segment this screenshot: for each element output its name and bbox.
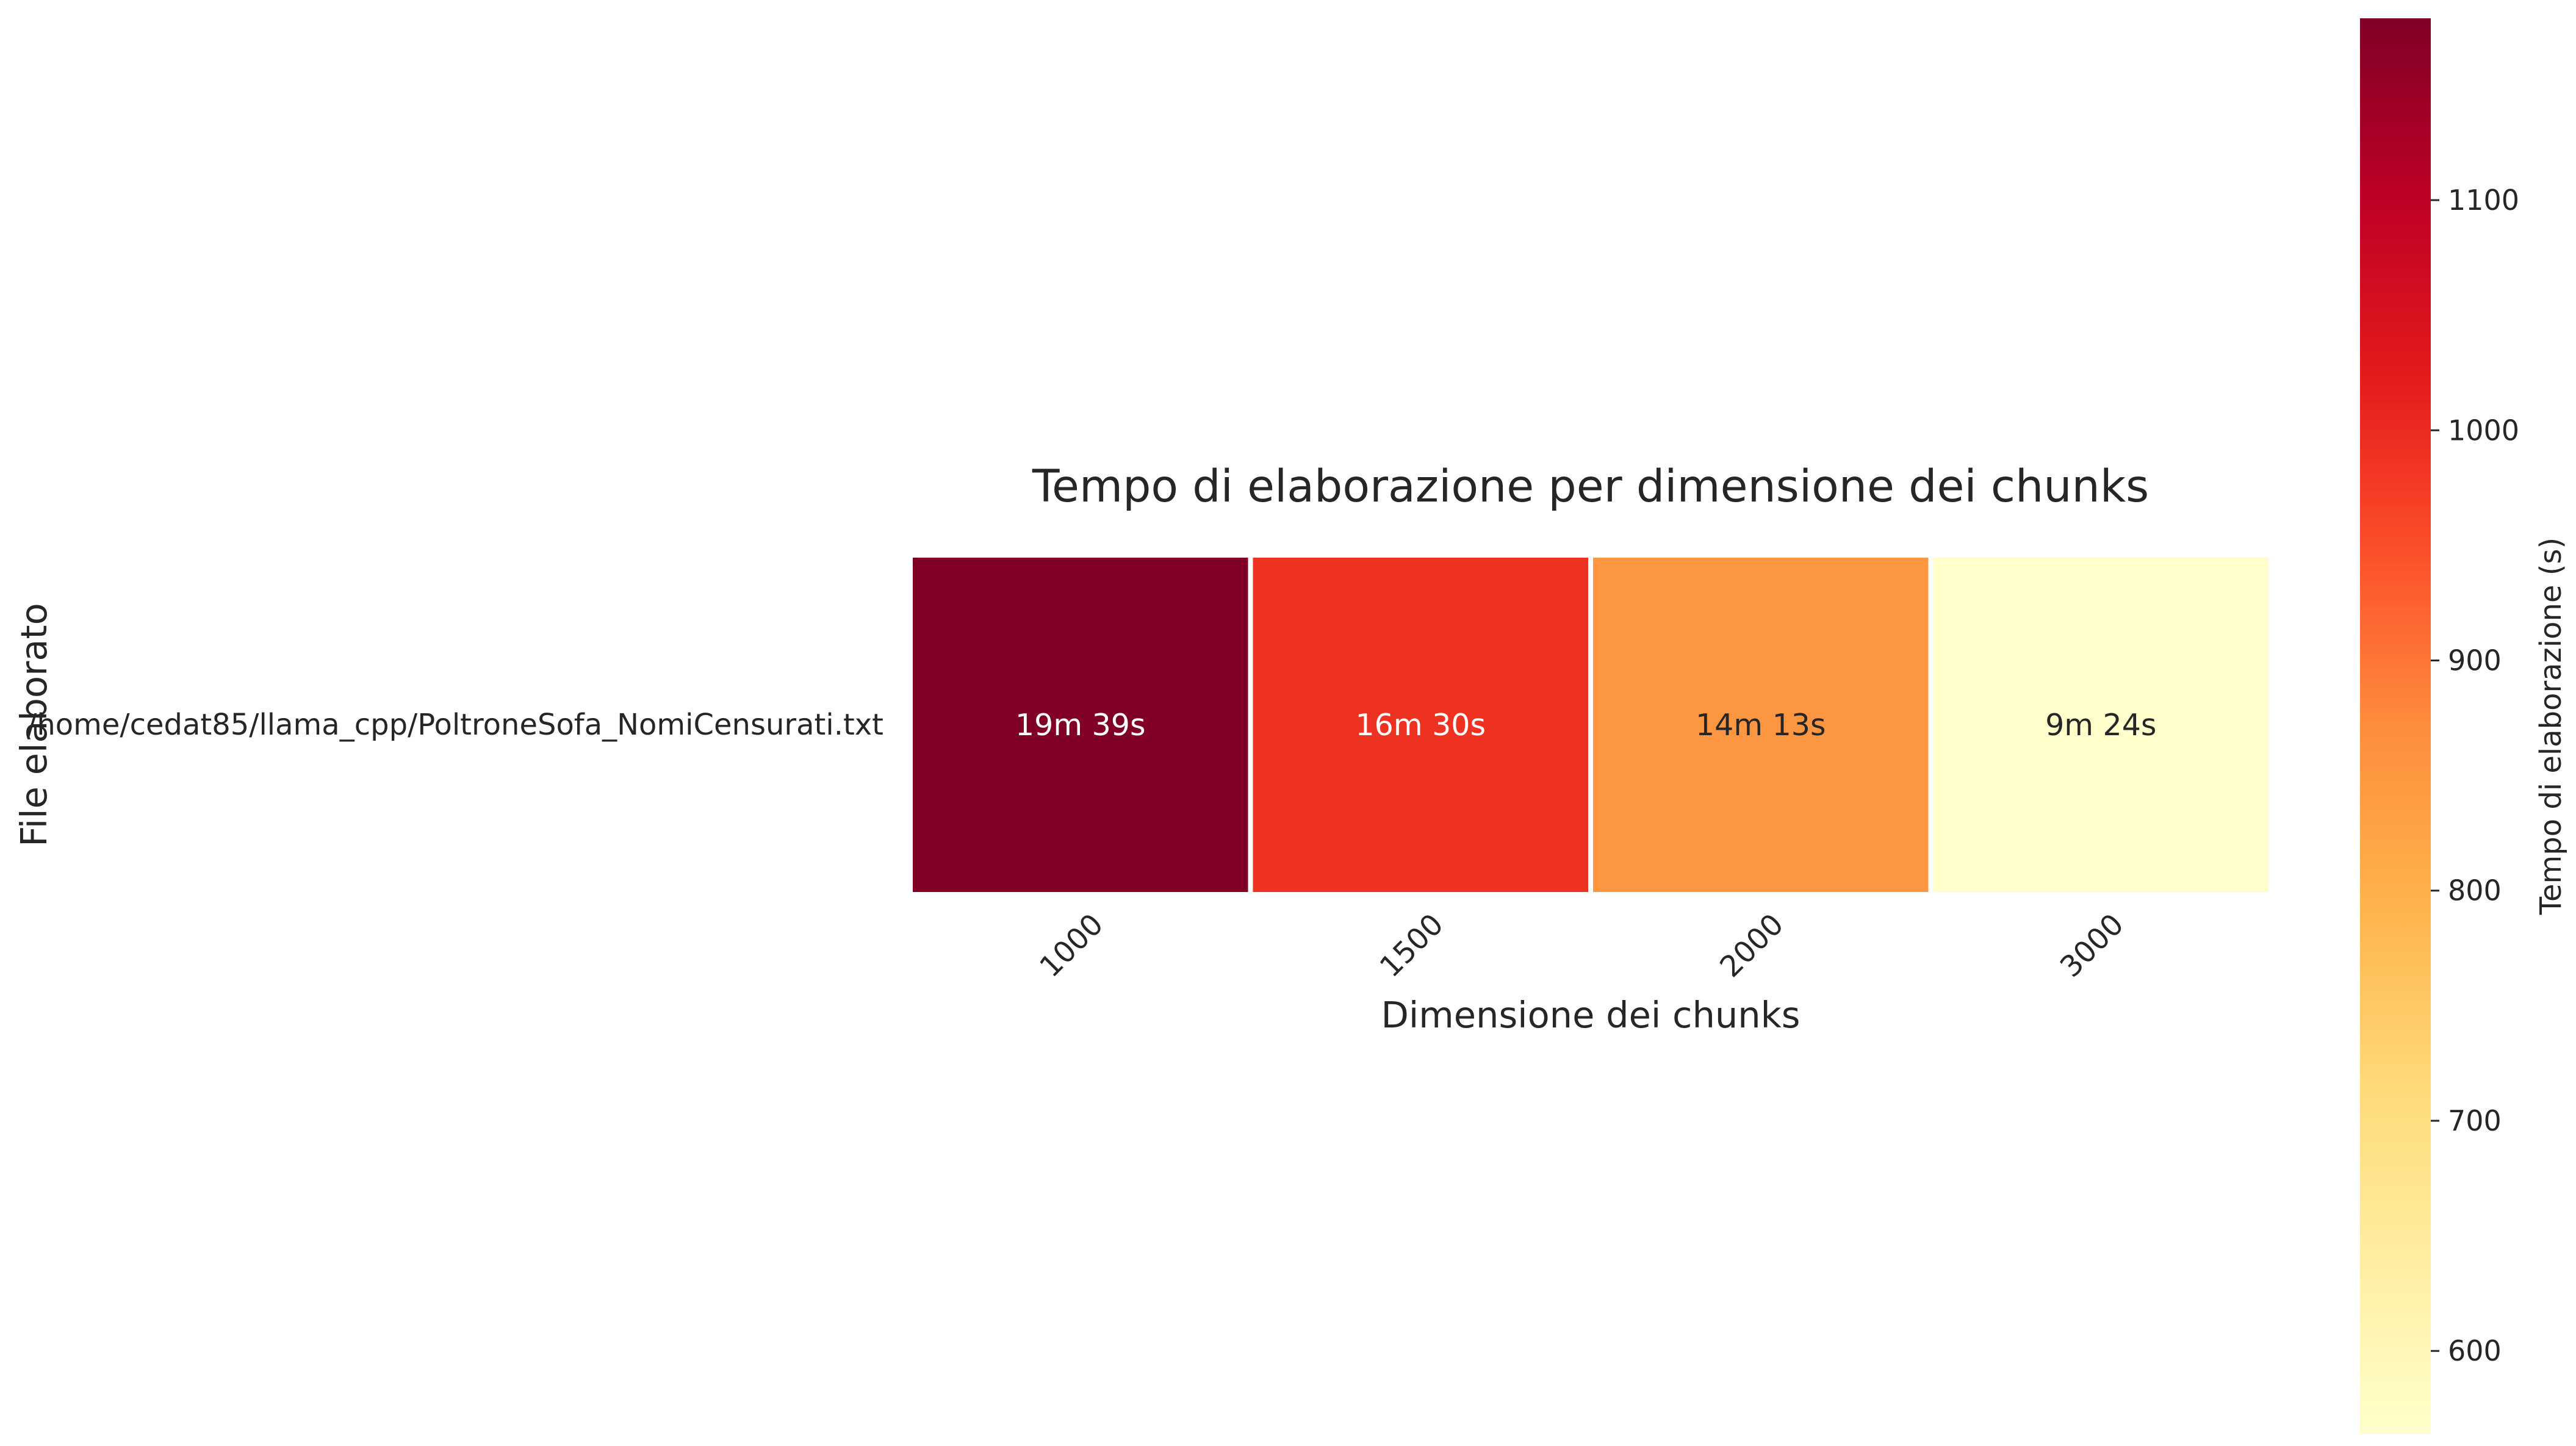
x-tick-label: 2000 [1713, 907, 1790, 984]
y-tick-label: /home/cedat85/llama_cpp/PoltroneSofa_Nom… [27, 708, 883, 742]
x-tick-label: 1500 [1373, 907, 1450, 984]
heatmap-cell [1928, 553, 2273, 897]
cell-annotation: 19m 39s [1015, 708, 1146, 743]
cell-annotation: 14m 13s [1696, 708, 1826, 743]
chart-title: Tempo di elaborazione per dimensione dei… [1032, 461, 2149, 513]
y-axis-label: File elaborato [13, 603, 55, 847]
colorbar-tick-label: 1100 [2448, 184, 2519, 217]
colorbar-gradient [2360, 18, 2431, 1434]
heatmap-cell-labels: 19m 39s 16m 30s 14m 13s 9m 24s [1015, 708, 2156, 743]
colorbar-tick-label: 1000 [2448, 414, 2519, 447]
heatmap-cells [908, 553, 2273, 897]
colorbar-tick-label: 700 [2448, 1104, 2502, 1137]
x-tick-label: 1000 [1033, 907, 1110, 984]
x-axis-label: Dimensione dei chunks [1381, 994, 1800, 1036]
colorbar-label: Tempo di elaborazione (s) [2534, 538, 2568, 915]
colorbar-tick-label: 800 [2448, 874, 2502, 907]
heatmap-cell [1248, 553, 1593, 897]
x-tick-label: 3000 [2054, 907, 2131, 984]
colorbar-tick-label: 900 [2448, 644, 2502, 677]
heatmap-cell [908, 553, 1253, 897]
cell-annotation: 9m 24s [2045, 708, 2156, 743]
colorbar-ticks: 600 700 800 900 1000 1100 [2431, 184, 2519, 1367]
cell-annotation: 16m 30s [1355, 708, 1486, 743]
y-axis-ticks: /home/cedat85/llama_cpp/PoltroneSofa_Nom… [27, 708, 883, 742]
heatmap-cell [1588, 553, 1934, 897]
colorbar-tick-label: 600 [2448, 1334, 2502, 1367]
colorbar: 600 700 800 900 1000 1100 Tempo di elaborazio… [2360, 18, 2568, 1434]
x-axis-ticks: 1000 1500 2000 3000 [1033, 907, 2130, 984]
